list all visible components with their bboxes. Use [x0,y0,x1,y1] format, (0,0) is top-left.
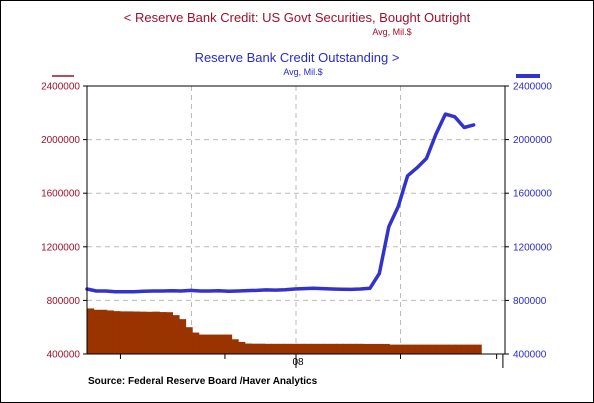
bar [277,343,285,354]
bar [152,311,160,354]
bar [422,344,430,354]
y-tick-label-right: 1200000 [513,242,552,253]
bar [336,343,344,354]
y-tick-label-right: 400000 [513,350,547,361]
bar [330,343,338,354]
bar [172,315,180,354]
y-tick-label-left: 1600000 [41,189,80,200]
y-tick-label-right: 1600000 [513,189,552,200]
bar [132,311,141,354]
y-tick-label-left: 400000 [47,350,81,361]
bar [297,343,305,354]
bar [435,344,443,354]
bar [100,309,108,354]
y-tick-label-right: 800000 [513,296,547,307]
bar [428,344,436,354]
bar [224,334,233,354]
bar [441,344,449,354]
bar [474,344,482,354]
bar [303,343,311,354]
bar [454,344,463,354]
right-series-title: Reserve Bank Credit Outstanding > [194,50,400,65]
y-tick-label-left: 800000 [47,296,81,307]
y-tick-label-right: 2400000 [513,82,552,93]
bar [369,343,377,354]
bar [257,343,265,354]
bar [139,311,147,354]
bar [178,319,187,354]
bar [231,339,239,354]
bar [468,344,476,354]
bar [310,343,318,354]
bar [205,334,213,354]
y-tick-label-left: 2000000 [41,135,80,146]
source-note: Source: Federal Reserve Board /Haver Ana… [88,376,318,387]
series-line [85,112,476,294]
bar [159,312,167,354]
bar [323,343,331,354]
bar [244,343,252,354]
left-series-units: Avg, Mil.$ [372,27,412,37]
bar [198,334,206,354]
bar [238,341,246,354]
bar [126,311,134,354]
bar [382,343,390,354]
bar [408,344,417,354]
bar [461,344,469,354]
bar [362,343,371,354]
y-tick-label-right: 2000000 [513,135,552,146]
bar [448,344,456,354]
right-series-units: Avg, Mil.$ [283,67,323,77]
bar [113,311,121,354]
left-series-title: < Reserve Bank Credit: US Govt Securitie… [123,10,471,25]
bar [395,344,403,354]
bar [165,312,174,354]
bar [284,343,292,354]
x-tick-label: 08 [292,357,304,368]
bar [415,344,423,354]
bar [185,327,193,354]
bar [264,343,272,354]
y-tick-label-left: 2400000 [41,82,80,93]
bar [251,343,259,354]
bar [119,311,128,354]
bar [389,344,397,354]
bar [87,308,95,354]
bar [192,332,200,354]
bar [290,343,298,354]
bar [211,334,219,354]
bar [106,310,114,354]
bar [270,343,279,354]
bar [376,343,384,354]
y-tick-label-left: 1200000 [41,242,80,253]
bar [349,343,357,354]
bar [402,344,410,354]
bar [316,343,325,354]
bar [93,309,101,354]
bar [218,334,226,354]
bar [343,343,351,354]
bar [146,311,154,354]
bar [356,343,364,354]
